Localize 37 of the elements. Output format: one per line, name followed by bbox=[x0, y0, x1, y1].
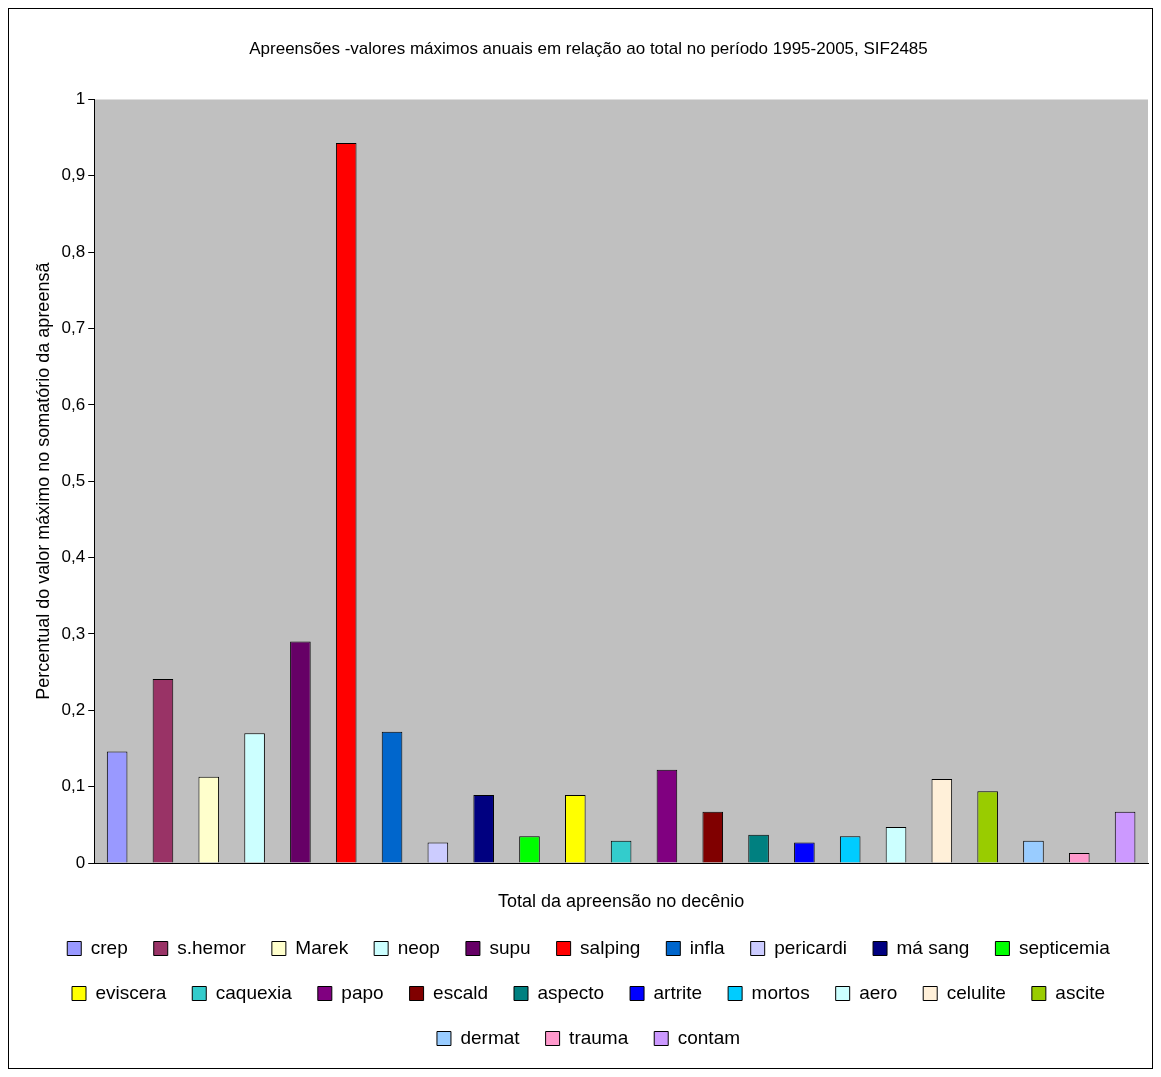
y-tick-label: 0,5 bbox=[61, 470, 86, 490]
y-tick-label: 0,4 bbox=[61, 547, 86, 567]
legend-label: mortos bbox=[751, 981, 810, 1003]
legend-label: papo bbox=[341, 981, 384, 1003]
legend-label: crep bbox=[90, 936, 128, 958]
chart-title: Apreensões -valores máximos anuais em relação ao total no período 1995-2005, SIF2485 bbox=[249, 38, 928, 58]
legend-label: celulite bbox=[946, 981, 1006, 1003]
legend-label: s.hemor bbox=[177, 936, 247, 958]
y-tick-label: 0,3 bbox=[61, 623, 86, 643]
legend-label: aspecto bbox=[537, 981, 605, 1003]
y-tick-label: 0,9 bbox=[61, 165, 86, 185]
legend-label: supu bbox=[489, 936, 531, 958]
y-tick-label: 0 bbox=[75, 852, 86, 872]
legend-label: eviscera bbox=[95, 981, 167, 1003]
legend-label: ascite bbox=[1055, 981, 1105, 1003]
legend-label: má sang bbox=[896, 936, 970, 958]
y-tick-label: 0,6 bbox=[61, 394, 86, 414]
y-tick-label: 0,2 bbox=[61, 699, 86, 719]
legend-label: dermat bbox=[460, 1026, 521, 1048]
legend-label: salping bbox=[580, 936, 641, 958]
y-axis-title: Percentual do valor máximo no somatório da apreensã bbox=[32, 261, 53, 700]
legend-label: pericardi bbox=[774, 936, 848, 958]
legend-label: aero bbox=[859, 981, 898, 1003]
legend-label: artrite bbox=[653, 981, 703, 1003]
legend-label: contam bbox=[677, 1026, 741, 1048]
x-axis-title: Total da apreensão no decênio bbox=[498, 891, 745, 912]
legend-label: neop bbox=[397, 936, 440, 958]
legend-label: septicemia bbox=[1018, 936, 1111, 958]
y-tick-label: 0,7 bbox=[61, 318, 86, 338]
legend-label: escald bbox=[433, 981, 488, 1003]
y-tick-label: 0,8 bbox=[61, 241, 86, 261]
legend-label: infla bbox=[689, 936, 726, 958]
legend-label: trauma bbox=[569, 1026, 629, 1048]
legend-label: caquexia bbox=[215, 981, 293, 1003]
y-tick-label: 0,1 bbox=[61, 776, 86, 796]
y-tick-label: 1 bbox=[75, 89, 86, 109]
legend-label: Marek bbox=[295, 936, 349, 958]
